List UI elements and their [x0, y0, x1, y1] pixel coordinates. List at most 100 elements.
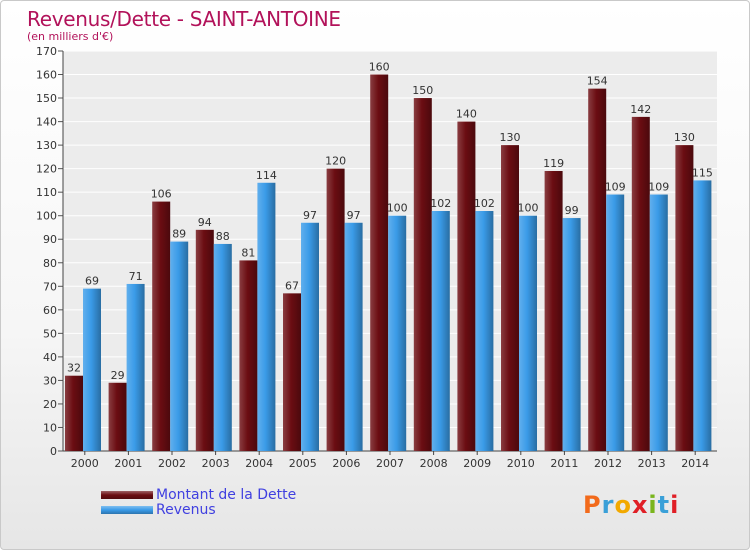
- revenue-bar: [344, 222, 363, 451]
- revenue-bar: [388, 215, 407, 451]
- revenue-bar: [606, 194, 625, 451]
- x-tick-label: 2005: [289, 457, 317, 470]
- debt-bar-label: 32: [67, 362, 81, 375]
- legend-swatch-debt: [101, 491, 153, 499]
- legend-item-debt: Montant de la Dette: [101, 487, 361, 503]
- debt-bar-label: 130: [500, 131, 521, 144]
- x-tick-label: 2011: [550, 457, 578, 470]
- revenue-bar-label: 97: [347, 209, 361, 222]
- debt-bar: [457, 121, 476, 452]
- revenue-bar: [126, 283, 145, 451]
- y-tick-label: 100: [36, 210, 57, 223]
- debt-bar: [195, 229, 214, 451]
- revenue-bar-label: 97: [303, 209, 317, 222]
- legend-swatch-revenue: [101, 506, 153, 514]
- revenue-bar-label: 99: [565, 204, 579, 217]
- debt-bar: [239, 260, 258, 451]
- y-tick-label: 0: [50, 445, 57, 458]
- debt-bar-label: 150: [412, 84, 433, 97]
- revenue-bar-label: 102: [430, 197, 451, 210]
- y-tick-label: 120: [36, 163, 57, 176]
- legend-label-revenue: Revenus: [156, 502, 216, 518]
- x-tick-label: 2002: [158, 457, 186, 470]
- y-tick-label: 50: [43, 327, 57, 340]
- debt-bar-label: 67: [285, 279, 299, 292]
- debt-bar-label: 81: [241, 246, 255, 259]
- debt-bar: [326, 168, 345, 451]
- logo-letter: t: [657, 491, 671, 519]
- debt-bar-label: 140: [456, 108, 477, 121]
- revenue-bar: [213, 243, 232, 451]
- x-tick-label: 2012: [594, 457, 622, 470]
- y-tick-label: 60: [43, 304, 57, 317]
- logo-letter: o: [614, 491, 632, 519]
- debt-bar-label: 160: [369, 61, 390, 74]
- revenue-bar-label: 88: [216, 230, 230, 243]
- debt-bar-label: 94: [198, 216, 212, 229]
- revenue-bar: [519, 215, 537, 451]
- revenue-bar-label: 100: [518, 202, 539, 215]
- x-tick-label: 2007: [376, 457, 404, 470]
- y-tick-label: 40: [43, 351, 57, 364]
- logo-letter: i: [648, 491, 658, 519]
- logo-letter: P: [583, 491, 602, 519]
- debt-bar-label: 119: [543, 157, 564, 170]
- legend-label-debt: Montant de la Dette: [156, 487, 297, 503]
- revenue-bar: [301, 222, 319, 451]
- y-tick-label: 150: [36, 92, 57, 105]
- x-tick-label: 2010: [507, 457, 535, 470]
- debt-bar-label: 142: [630, 103, 651, 116]
- x-tick-label: 2003: [202, 457, 230, 470]
- x-tick-label: 2013: [638, 457, 666, 470]
- x-tick-label: 2008: [420, 457, 448, 470]
- revenue-bar: [431, 211, 450, 451]
- debt-bar: [413, 98, 432, 451]
- y-tick-label: 170: [36, 45, 57, 58]
- revenue-bar-label: 114: [256, 169, 277, 182]
- debt-bar-label: 130: [674, 131, 695, 144]
- debt-bar-label: 120: [325, 155, 346, 168]
- x-tick-label: 2009: [463, 457, 491, 470]
- debt-bar: [65, 375, 83, 451]
- revenue-bar: [170, 241, 189, 451]
- revenue-bar-label: 100: [387, 202, 408, 215]
- x-tick-label: 2006: [332, 457, 360, 470]
- y-tick-label: 80: [43, 257, 57, 270]
- x-tick-label: 2001: [114, 457, 142, 470]
- revenue-bar: [475, 211, 494, 451]
- debt-bar-label: 29: [111, 369, 125, 382]
- revenue-bar-label: 71: [129, 270, 143, 283]
- debt-bar: [370, 74, 389, 451]
- revenue-bar-label: 109: [648, 181, 669, 194]
- y-tick-label: 20: [43, 398, 57, 411]
- logo-letter: r: [601, 491, 615, 519]
- revenue-bar: [649, 194, 668, 451]
- x-tick-label: 2000: [71, 457, 99, 470]
- y-tick-label: 30: [43, 374, 57, 387]
- debt-bar-label: 106: [151, 188, 172, 201]
- debt-bar: [544, 171, 563, 451]
- debt-bar: [152, 201, 171, 451]
- revenue-bar: [562, 218, 581, 451]
- y-tick-label: 70: [43, 280, 57, 293]
- debt-bar: [631, 116, 650, 451]
- x-tick-label: 2014: [681, 457, 709, 470]
- debt-bar: [588, 88, 607, 451]
- chart-title: Revenus/Dette - SAINT-ANTOINE: [27, 7, 341, 31]
- y-tick-label: 130: [36, 139, 57, 152]
- logo-letter: x: [631, 491, 649, 519]
- revenue-bar-label: 115: [692, 166, 713, 179]
- logo-letter: i: [670, 491, 680, 519]
- revenue-bar: [257, 182, 276, 451]
- revenue-bar-label: 89: [172, 228, 186, 241]
- revenue-bar-label: 109: [605, 181, 626, 194]
- revenue-bar: [693, 180, 712, 452]
- revenue-bar: [83, 288, 101, 451]
- debt-bar: [283, 293, 301, 451]
- x-tick-label: 2004: [245, 457, 273, 470]
- y-tick-label: 110: [36, 186, 57, 199]
- revenue-bar-label: 69: [85, 275, 99, 288]
- y-tick-label: 160: [36, 69, 57, 82]
- legend-item-revenue: Revenus: [101, 502, 361, 518]
